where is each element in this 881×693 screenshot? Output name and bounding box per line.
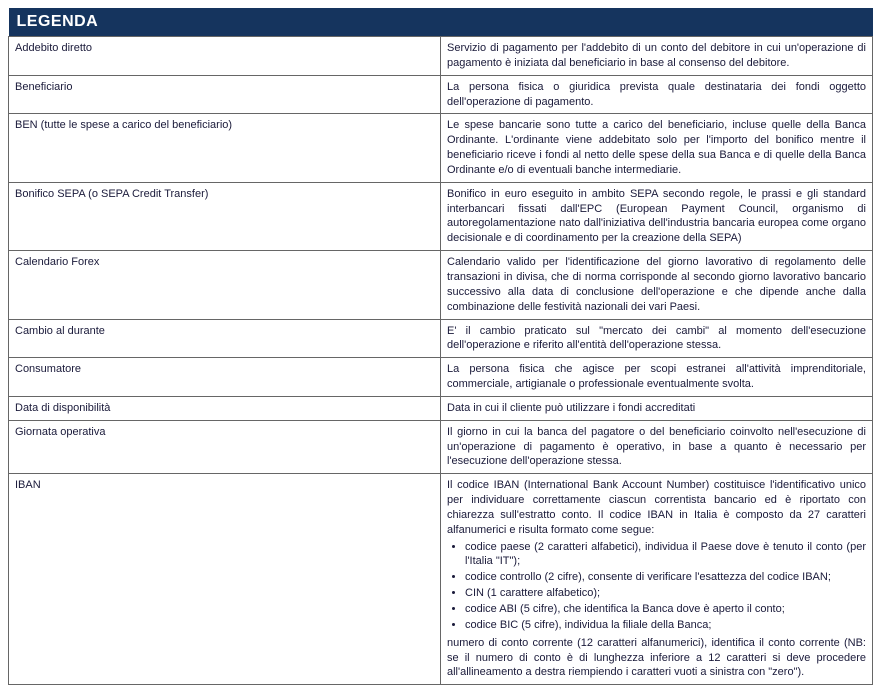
- legend-header: LEGENDA: [9, 8, 873, 37]
- definition-cell: La persona fisica che agisce per scopi e…: [441, 358, 873, 397]
- term-cell: Beneficiario: [9, 75, 441, 114]
- table-row: Calendario ForexCalendario valido per l'…: [9, 251, 873, 319]
- term-cell: Data di disponibilità: [9, 396, 441, 420]
- definition-cell: Bonifico in euro eseguito in ambito SEPA…: [441, 182, 873, 250]
- table-row: Cambio al duranteE' il cambio praticato …: [9, 319, 873, 358]
- table-row: BEN (tutte le spese a carico del benefic…: [9, 114, 873, 182]
- definition-bullet: codice BIC (5 cifre), individua la filia…: [465, 618, 866, 634]
- term-cell: Consumatore: [9, 358, 441, 397]
- definition-cell: Calendario valido per l'identificazione …: [441, 251, 873, 319]
- term-cell: IBAN: [9, 474, 441, 685]
- table-row: ConsumatoreLa persona fisica che agisce …: [9, 358, 873, 397]
- definition-cell: Il codice IBAN (International Bank Accou…: [441, 474, 873, 685]
- term-cell: Cambio al durante: [9, 319, 441, 358]
- definition-outro: numero di conto corrente (12 caratteri a…: [447, 636, 866, 681]
- legend-body: Addebito direttoServizio di pagamento pe…: [9, 37, 873, 685]
- definition-bullets: codice paese (2 caratteri alfabetici), i…: [465, 540, 866, 634]
- definition-cell: La persona fisica o giuridica prevista q…: [441, 75, 873, 114]
- table-row: BeneficiarioLa persona fisica o giuridic…: [9, 75, 873, 114]
- definition-bullet: codice paese (2 caratteri alfabetici), i…: [465, 540, 866, 571]
- term-cell: Addebito diretto: [9, 37, 441, 76]
- table-row: Bonifico SEPA (o SEPA Credit Transfer)Bo…: [9, 182, 873, 250]
- definition-cell: E' il cambio praticato sul "mercato dei …: [441, 319, 873, 358]
- definition-bullet: CIN (1 carattere alfabetico);: [465, 586, 866, 602]
- definition-cell: Le spese bancarie sono tutte a carico de…: [441, 114, 873, 182]
- definition-bullet: codice controllo (2 cifre), consente di …: [465, 570, 866, 586]
- definition-intro: Il codice IBAN (International Bank Accou…: [447, 478, 866, 537]
- table-row: Giornata operativaIl giorno in cui la ba…: [9, 420, 873, 474]
- legend-table: LEGENDA Addebito direttoServizio di paga…: [8, 8, 873, 685]
- term-cell: Giornata operativa: [9, 420, 441, 474]
- definition-cell: Data in cui il cliente può utilizzare i …: [441, 396, 873, 420]
- term-cell: Calendario Forex: [9, 251, 441, 319]
- definition-cell: Servizio di pagamento per l'addebito di …: [441, 37, 873, 76]
- term-cell: BEN (tutte le spese a carico del benefic…: [9, 114, 441, 182]
- table-row: IBANIl codice IBAN (International Bank A…: [9, 474, 873, 685]
- definition-bullet: codice ABI (5 cifre), che identifica la …: [465, 602, 866, 618]
- definition-cell: Il giorno in cui la banca del pagatore o…: [441, 420, 873, 474]
- term-cell: Bonifico SEPA (o SEPA Credit Transfer): [9, 182, 441, 250]
- table-row: Data di disponibilitàData in cui il clie…: [9, 396, 873, 420]
- table-row: Addebito direttoServizio di pagamento pe…: [9, 37, 873, 76]
